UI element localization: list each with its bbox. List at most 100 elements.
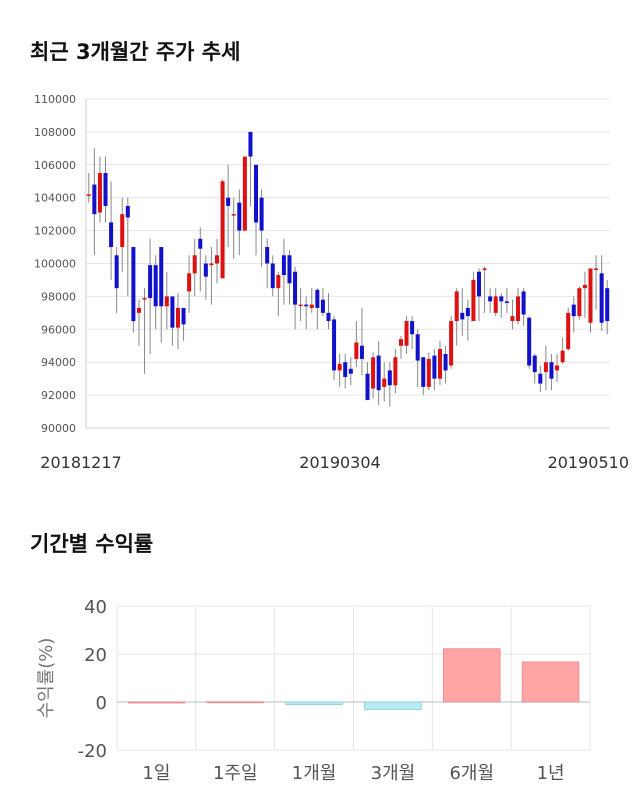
candle-body xyxy=(510,316,515,322)
candle-body xyxy=(566,312,571,350)
candle-body xyxy=(549,362,554,379)
candle-body xyxy=(309,304,314,308)
candle-body xyxy=(588,268,593,323)
candle-body xyxy=(315,289,320,308)
candle-body xyxy=(103,173,108,206)
candle-body xyxy=(465,307,470,317)
candle-body xyxy=(97,173,102,213)
price-y-tick-label: 90000 xyxy=(41,422,76,435)
candle-body xyxy=(365,373,370,401)
candle-body xyxy=(254,164,259,223)
candle-body xyxy=(287,255,292,284)
candle-body xyxy=(359,345,364,359)
candle-body xyxy=(482,268,487,270)
candle-body xyxy=(259,197,264,231)
candle-body xyxy=(393,357,398,386)
candle-body xyxy=(577,288,582,317)
candle-body xyxy=(516,296,521,322)
candle-body xyxy=(237,202,242,231)
candle-body xyxy=(142,298,147,300)
candle-body xyxy=(270,263,275,289)
candle-body xyxy=(560,350,565,363)
candle-body xyxy=(192,255,197,274)
candle-body xyxy=(209,263,214,266)
candle-body xyxy=(114,255,119,289)
candle-body xyxy=(86,194,91,196)
candle-body xyxy=(242,156,247,231)
candle-body xyxy=(454,291,459,322)
price-x-tick-label: 20190304 xyxy=(299,453,380,472)
price-x-tick-label: 20181217 xyxy=(40,453,121,472)
candle-body xyxy=(343,362,348,378)
returns-y-tick-label: 40 xyxy=(84,597,107,618)
price-y-tick-label: 104000 xyxy=(34,192,76,205)
candle-body xyxy=(92,184,97,215)
candle-body xyxy=(521,291,526,315)
candle-body xyxy=(488,296,493,302)
price-y-tick-label: 94000 xyxy=(41,356,76,369)
candle-body xyxy=(398,339,403,346)
price-y-tick-label: 106000 xyxy=(34,159,76,172)
candle-body xyxy=(214,255,220,264)
candle-body xyxy=(421,357,426,387)
candle-body xyxy=(543,362,548,373)
candle-body xyxy=(226,197,231,206)
candle-body xyxy=(410,321,415,335)
price-y-tick-label: 108000 xyxy=(34,126,76,139)
returns-x-tick-label: 1년 xyxy=(537,763,565,784)
price-y-tick-label: 98000 xyxy=(41,290,76,303)
candle-body xyxy=(404,321,409,346)
returns-chart-title: 기간별 수익률 xyxy=(30,532,154,556)
returns-bar xyxy=(521,661,580,703)
candle-body xyxy=(164,296,169,307)
returns-bar xyxy=(442,648,501,703)
candle-body xyxy=(304,304,309,307)
candle-body xyxy=(443,353,448,371)
candle-body xyxy=(499,296,504,302)
returns-y-tick-label: 20 xyxy=(84,645,107,666)
price-y-tick-label: 100000 xyxy=(34,258,76,271)
candle-body xyxy=(538,373,543,384)
candle-body xyxy=(437,349,442,379)
candle-body xyxy=(276,275,281,289)
candle-body xyxy=(198,238,203,249)
returns-x-tick-label: 1주일 xyxy=(213,763,258,784)
returns-y-tick-label: -20 xyxy=(78,741,107,762)
returns-bar xyxy=(364,701,422,710)
candle-body xyxy=(153,265,158,307)
candle-body xyxy=(326,312,331,322)
candle-body xyxy=(471,279,476,322)
price-y-tick-label: 110000 xyxy=(34,93,76,106)
candle-body xyxy=(203,263,208,277)
candle-body xyxy=(187,273,192,292)
returns-x-tick-label: 3개월 xyxy=(371,763,416,784)
candle-body xyxy=(175,307,180,328)
candle-body xyxy=(382,378,387,387)
returns-y-axis-label: 수익률(%) xyxy=(36,638,57,719)
candle-body xyxy=(159,247,164,307)
candle-body xyxy=(281,255,286,276)
candle-body xyxy=(426,358,431,387)
price-x-tick-label: 20190510 xyxy=(548,453,629,472)
candle-body xyxy=(181,307,186,325)
returns-bar xyxy=(127,701,186,704)
candle-body xyxy=(371,357,376,389)
candle-body xyxy=(298,304,303,307)
candle-body xyxy=(220,181,225,279)
candle-body xyxy=(527,317,532,366)
candle-body xyxy=(293,271,298,305)
returns-bar xyxy=(206,701,265,704)
candle-body xyxy=(320,299,325,313)
candle-body xyxy=(231,214,236,216)
candle-body xyxy=(376,355,381,391)
returns-x-tick-label: 6개월 xyxy=(449,763,494,784)
candle-body xyxy=(148,265,153,299)
candle-body xyxy=(332,319,337,371)
candle-body xyxy=(136,307,141,313)
candle-body xyxy=(449,321,454,366)
candle-body xyxy=(248,131,253,157)
candle-body xyxy=(532,355,537,373)
candle-body xyxy=(337,363,342,371)
price-y-tick-label: 102000 xyxy=(34,225,76,238)
